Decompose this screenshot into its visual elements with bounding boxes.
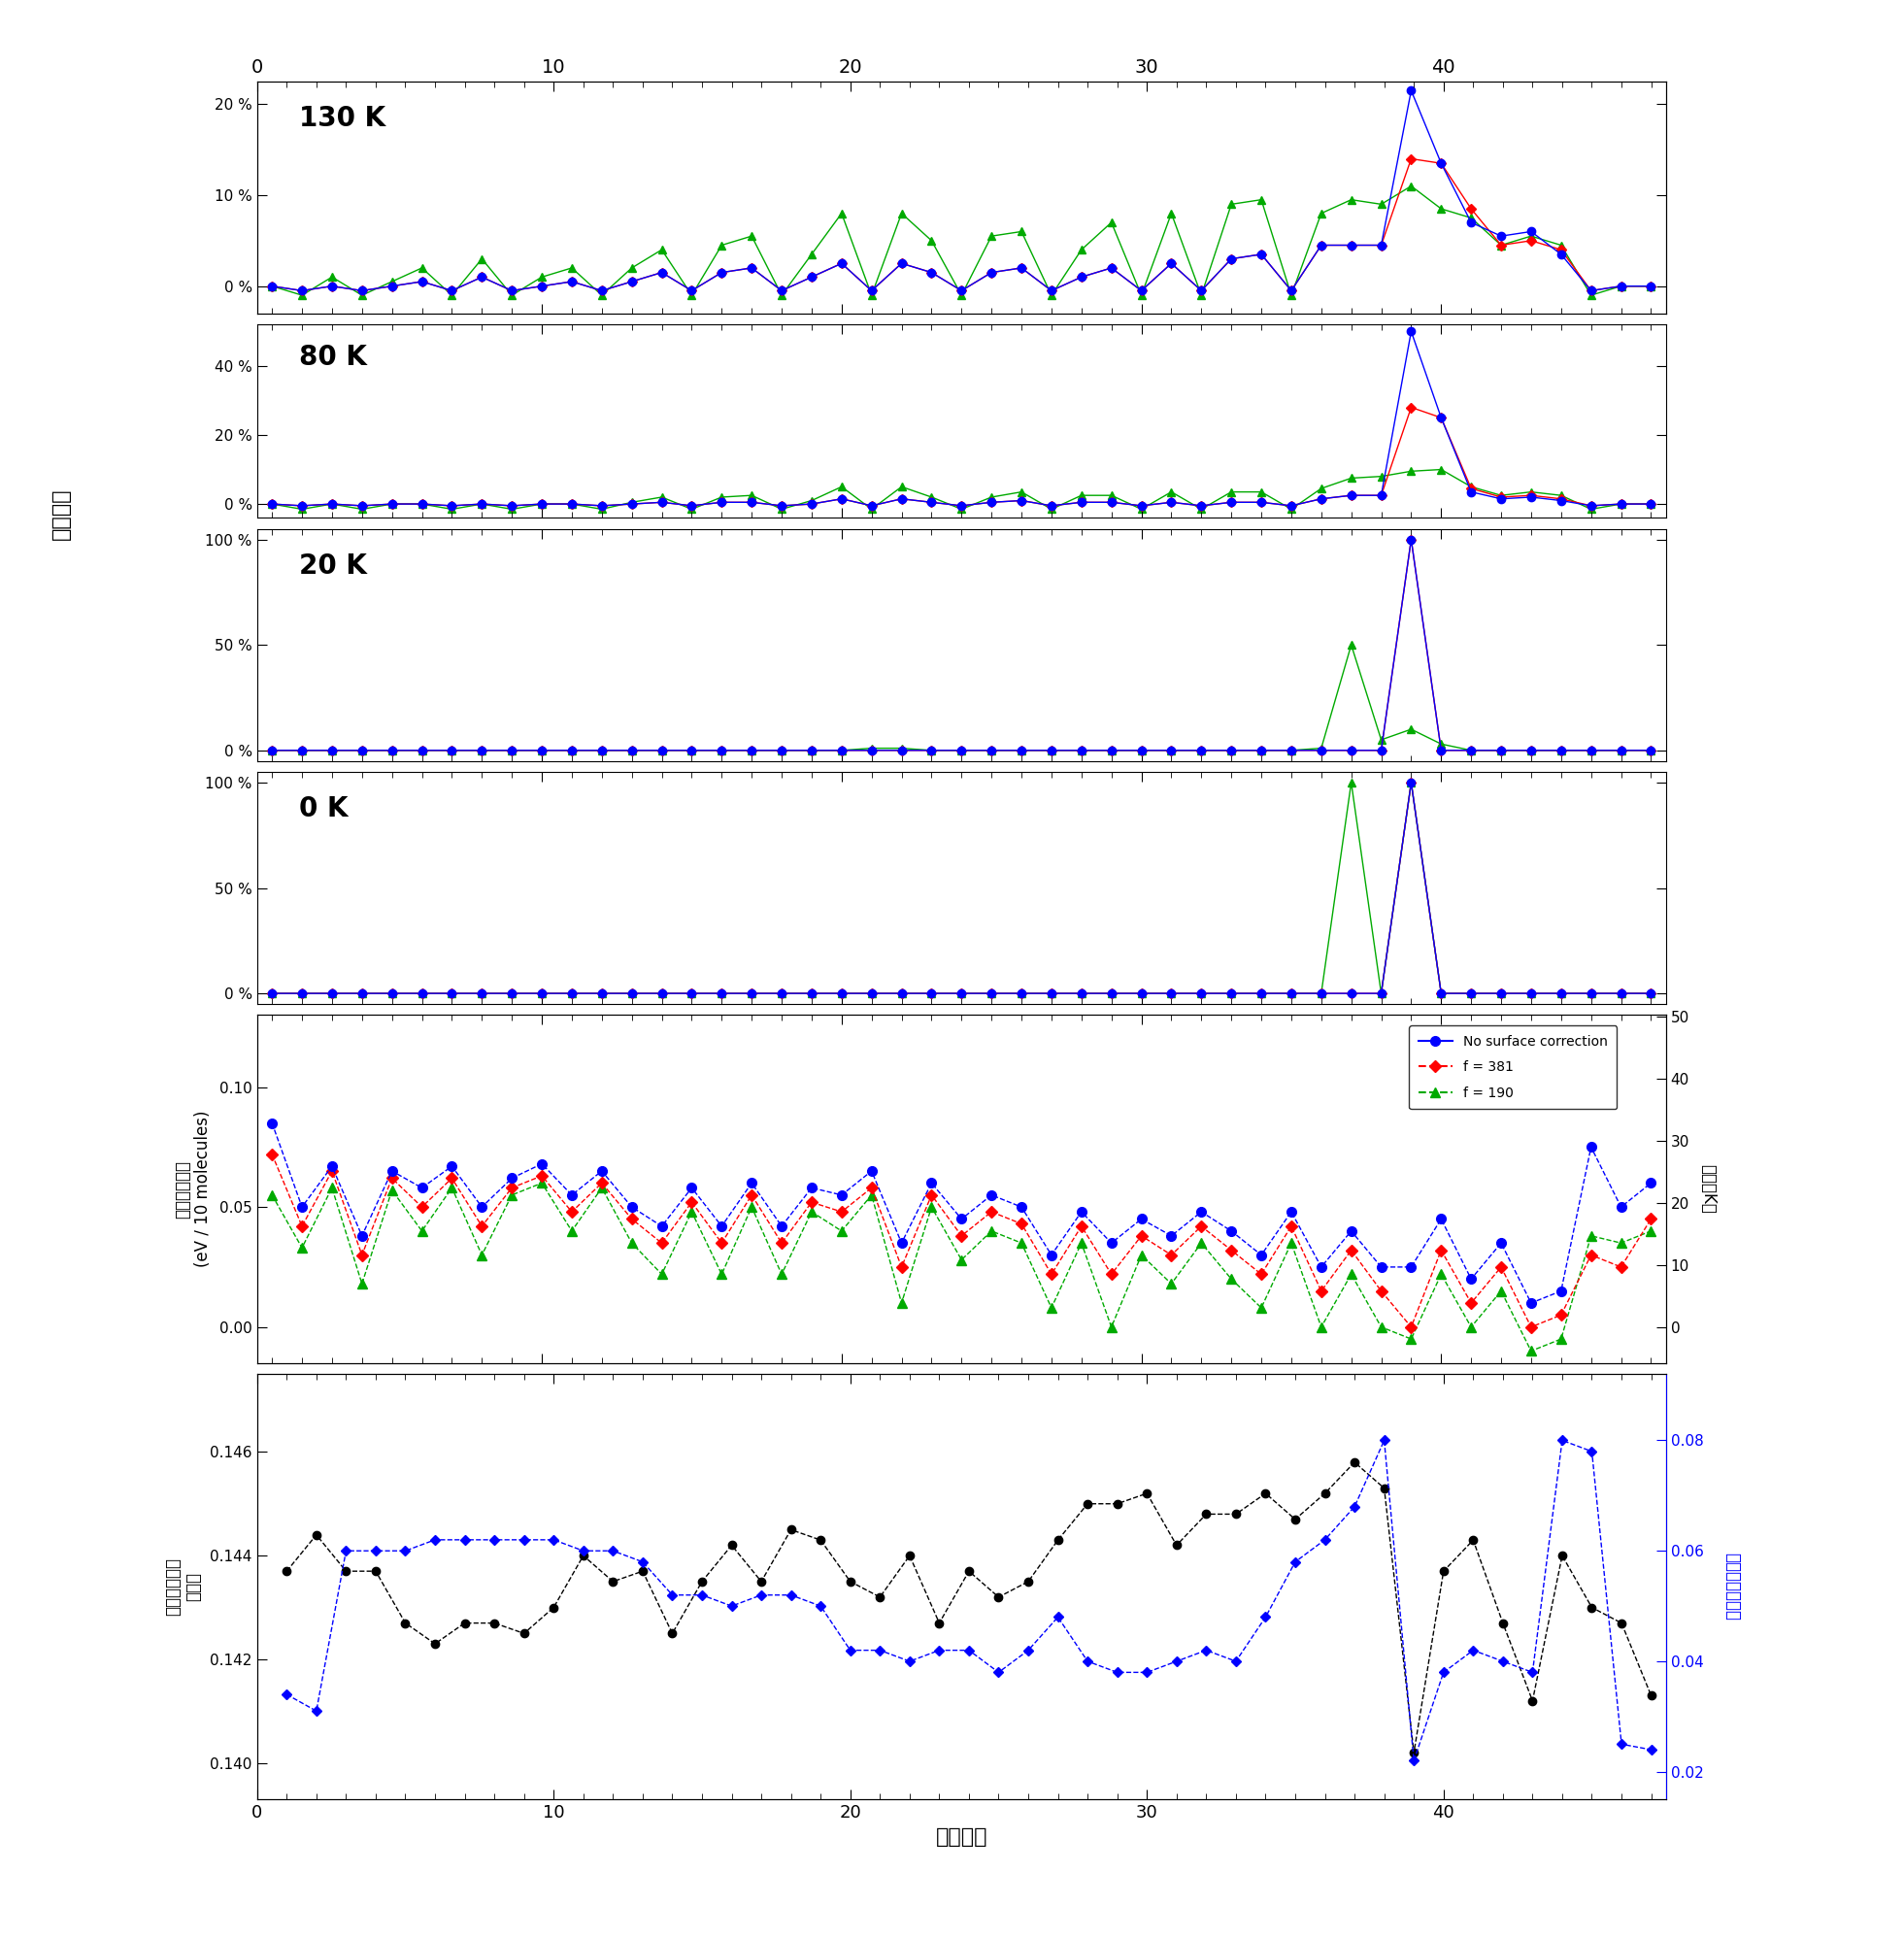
Text: 80 K: 80 K (299, 343, 367, 370)
Text: 20 K: 20 K (299, 553, 367, 580)
Legend: No surface correction, f = 381, f = 190: No surface correction, f = 381, f = 190 (1409, 1026, 1616, 1109)
Text: 130 K: 130 K (299, 105, 387, 132)
Text: 0 K: 0 K (299, 795, 348, 822)
Y-axis label: 回析強度との
一致度: 回析強度との 一致度 (164, 1557, 202, 1615)
Y-axis label: エネルギー差
(eV / 10 molecules): エネルギー差 (eV / 10 molecules) (173, 1111, 211, 1268)
Y-axis label: 温度（K）: 温度（K） (1698, 1163, 1717, 1214)
X-axis label: 水素配置: 水素配置 (935, 1827, 988, 1846)
Y-axis label: 確率密度の分散: 確率密度の分散 (1723, 1553, 1742, 1621)
Text: 存在確率: 存在確率 (51, 489, 70, 539)
